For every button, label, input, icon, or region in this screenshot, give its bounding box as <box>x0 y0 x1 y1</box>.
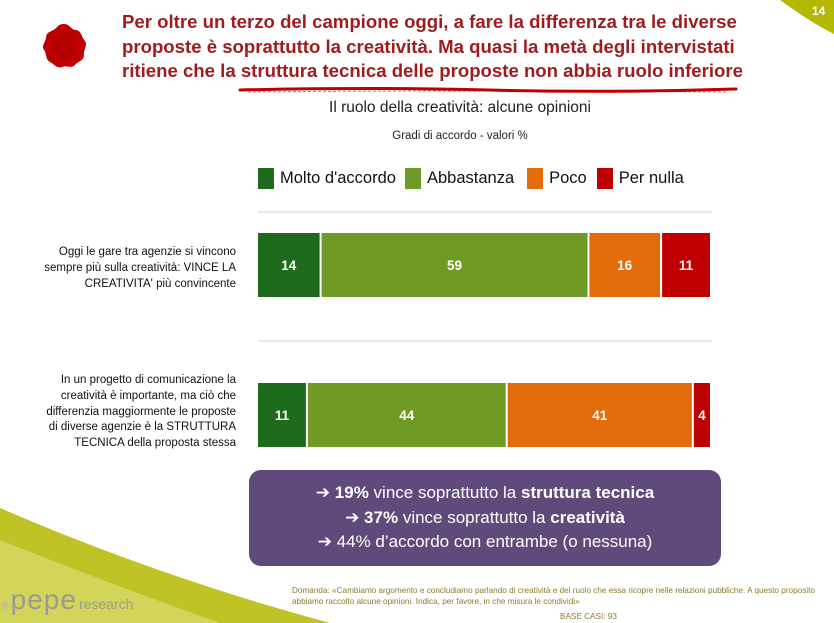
bar-value-label-poco-row-2: 41 <box>592 408 608 423</box>
page-number: 14 <box>812 4 826 18</box>
legend-swatch-poco <box>527 168 544 189</box>
registered-mark: ® <box>2 601 9 611</box>
callout-line-entrambe: ➔ 44% d’accordo con entrambe (o nessuna) <box>249 530 721 555</box>
bar-value-label-abbastanza-row-1: 59 <box>447 258 462 273</box>
bar-value-label-molto-row-2: 11 <box>275 408 290 423</box>
bar-segment-abbastanza-row-2 <box>307 383 506 447</box>
callout-bold: struttura tecnica <box>520 483 655 503</box>
legend-item-molto: Molto d'accordo <box>258 168 396 189</box>
bar-segment-molto-row-2 <box>258 383 306 447</box>
bar-label-line: creatività è importante, ma ciò che <box>60 389 236 402</box>
legend-item-abbastanza: Abbastanza <box>404 168 515 189</box>
headline: Per oltre un terzo del campione oggi, a … <box>122 10 782 84</box>
chart-title: Il ruolo della creatività: alcune opinio… <box>329 99 591 116</box>
arrow-right-icon: ➔ <box>317 532 332 552</box>
bar-value-label-poco-row-1: 16 <box>617 258 633 273</box>
callout-pct: 37% <box>364 507 399 527</box>
legend-label-molto: Molto d'accordo <box>280 169 396 187</box>
legend-swatch-nulla <box>596 168 613 189</box>
bar-label-creativita: Oggi le gare tra agenzie si vincono semp… <box>18 245 236 292</box>
bar-segment-nulla-row-2 <box>693 383 710 447</box>
brand-name: pepe <box>10 584 77 615</box>
headline-line: proposte è soprattutto la creatività. Ma… <box>122 35 735 57</box>
bar-value-label-molto-row-1: 14 <box>281 258 297 273</box>
bar-label-line: differenzia maggiormente le proposte <box>46 405 236 418</box>
bar-segment-nulla-row-1 <box>662 233 710 297</box>
footer-question: Domanda: «Cambiamo argomento e concludia… <box>292 586 815 606</box>
bottom-left-corner-highlight <box>0 540 220 623</box>
bar-label-struttura-tecnica: In un progetto di comunicazione la creat… <box>18 373 236 452</box>
callout-line-creativita: ➔ 37% vince soprattutto la creatività <box>249 506 721 531</box>
headline-line: Per oltre un terzo del campione oggi, a … <box>122 11 737 32</box>
arrow-right-icon: ➔ <box>345 507 360 527</box>
legend-label-poco: Poco <box>549 169 587 187</box>
callout-text: vince soprattutto la <box>402 507 546 527</box>
legend-swatch-molto <box>258 168 274 189</box>
headline-line: ritiene che la struttura tecnica delle p… <box>122 60 743 81</box>
legend-item-nulla: Per nulla <box>596 168 684 189</box>
chart-legend: Molto d'accordo Abbastanza Poco Per null… <box>258 168 684 189</box>
footer-base: BASE CASI: 93 <box>560 612 617 621</box>
bar-segment-poco-row-1 <box>589 233 660 297</box>
bar-label-line: Oggi le gare tra agenzie si vincono <box>58 246 236 258</box>
legend-label-nulla: Per nulla <box>618 169 684 187</box>
arrow-right-icon: ➔ <box>315 483 331 503</box>
bar-label-line: In un progetto di comunicazione la <box>60 374 236 386</box>
bar-value-label-nulla-row-1: 11 <box>679 258 694 273</box>
bar-segment-molto-row-1 <box>258 233 320 297</box>
headline-underline <box>238 87 738 93</box>
callout-bold: creatività <box>550 507 625 527</box>
summary-callout: ➔ 19% vince soprattutto la struttura tec… <box>249 470 721 566</box>
callout-text: vince soprattutto la <box>373 483 517 503</box>
brand-sub: research <box>78 596 134 612</box>
top-right-corner-shape <box>780 0 834 34</box>
red-flower-icon <box>43 24 86 68</box>
bar-value-label-abbastanza-row-2: 44 <box>399 408 415 423</box>
callout-text: 44% d’accordo con entrambe (o nessuna) <box>336 532 653 552</box>
callout-line-struttura: ➔ 19% vince soprattutto la struttura tec… <box>249 481 721 506</box>
bar-segment-poco-row-2 <box>507 383 692 447</box>
bar-value-label-nulla-row-2: 4 <box>698 408 706 423</box>
bar-segment-abbastanza-row-1 <box>321 233 588 297</box>
bar-label-line: TECNICA della proposta stessa <box>74 437 236 450</box>
legend-item-poco: Poco <box>527 168 587 189</box>
bar-label-line: CREATIVITA' più convincente <box>84 277 236 290</box>
brand-logo: ® pepe research <box>2 584 133 616</box>
legend-swatch-abbastanza <box>404 168 421 189</box>
bar-label-line: di diverse agenzie è la STRUTTURA <box>48 421 236 434</box>
callout-pct: 19% <box>334 483 369 503</box>
chart-subtitle: Gradi di accordo - valori % <box>392 130 528 142</box>
legend-label-abbastanza: Abbastanza <box>426 169 515 187</box>
bar-label-line: sempre più sulla creatività: VINCE LA <box>44 261 236 274</box>
